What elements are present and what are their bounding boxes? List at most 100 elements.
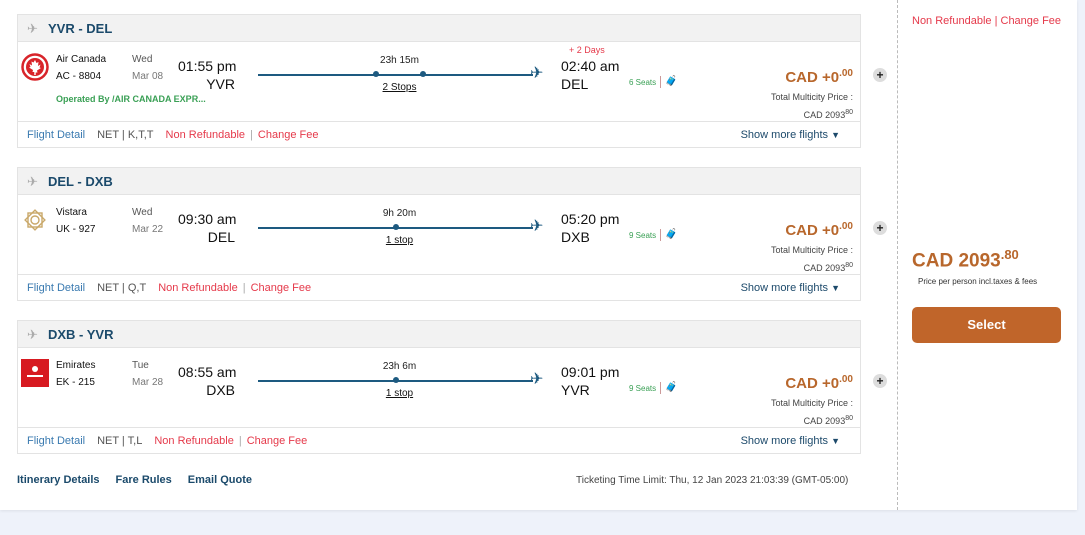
- departure-airport: DXB: [206, 382, 235, 398]
- flight-number: EK - 215: [56, 377, 95, 388]
- divider: [897, 0, 898, 510]
- flight-number: UK - 927: [56, 224, 96, 235]
- departure-time: 01:55 pm: [178, 58, 237, 74]
- airline-name: Emirates: [56, 360, 96, 371]
- total-multicity-label: Total Multicity Price :: [770, 398, 853, 408]
- fare-rules-link[interactable]: Fare Rules: [115, 474, 172, 486]
- expand-plus-button[interactable]: +: [873, 221, 887, 235]
- departure-date: Mar 28: [132, 377, 164, 388]
- show-more-label: Show more flights: [740, 282, 829, 294]
- separator: |: [242, 282, 246, 294]
- stop-dot: [392, 377, 399, 383]
- flight-detail-link[interactable]: Flight Detail: [27, 435, 86, 447]
- price-decimal: .00: [839, 68, 853, 79]
- stops-link[interactable]: 1 stop: [385, 388, 414, 399]
- route-line: [258, 74, 533, 76]
- seats-available: 9 Seats: [629, 384, 657, 393]
- itinerary-card: ✈ YVR - DEL Air Canada AC - 8804 Operated…: [0, 0, 1077, 510]
- flight-segment: ✈ YVR - DEL Air Canada AC - 8804 Operated…: [17, 14, 861, 148]
- total-multicity-label: Total Multicity Price :: [770, 245, 853, 255]
- seats-available: 6 Seats: [629, 78, 657, 87]
- arrival-time: 02:40 am: [561, 58, 620, 74]
- departure-day: Wed: [132, 54, 153, 65]
- segment-price: CAD +0.00: [785, 218, 853, 240]
- price-main: CAD +0: [785, 222, 840, 239]
- separator: |: [250, 129, 253, 141]
- arrival-time: 05:20 pm: [561, 211, 620, 227]
- plane-icon: ✈: [530, 371, 544, 388]
- segment-route: DXB - YVR: [48, 327, 114, 342]
- stops-link[interactable]: 2 Stops: [382, 82, 417, 93]
- itinerary-details-link[interactable]: Itinerary Details: [17, 474, 100, 486]
- caret-down-icon: ▼: [831, 283, 840, 293]
- separator: [660, 382, 661, 394]
- segment-price: CAD +0.00: [785, 65, 853, 87]
- email-quote-link[interactable]: Email Quote: [187, 474, 252, 486]
- change-fee-link[interactable]: Change Fee: [257, 129, 319, 141]
- vistara-logo: [21, 206, 49, 234]
- separator: [660, 229, 661, 241]
- price-decimal: .00: [839, 374, 853, 385]
- select-button[interactable]: Select: [912, 307, 1061, 343]
- emirates-logo: [21, 359, 49, 387]
- day-offset: + 2 Days: [569, 45, 605, 55]
- departure-day: Wed: [132, 207, 153, 218]
- stop-dot: [392, 224, 399, 230]
- flight-detail-link[interactable]: Flight Detail: [27, 129, 86, 141]
- arrival-airport: DEL: [561, 76, 589, 92]
- plane-icon: ✈: [530, 218, 544, 235]
- total-multicity-price: CAD 209380: [804, 413, 853, 427]
- total-multicity-price: CAD 209380: [804, 107, 853, 121]
- show-more-flights[interactable]: Show more flights ▼: [741, 428, 840, 454]
- plane-departure-icon: ✈: [27, 327, 38, 342]
- departure-date: Mar 08: [132, 71, 164, 82]
- separator: |: [238, 435, 242, 447]
- operated-by: Operated By /AIR CANADA EXPR...: [56, 94, 206, 104]
- non-refundable-label: Non Refundable: [154, 435, 234, 447]
- segment-route: DEL - DXB: [48, 174, 113, 189]
- stops-link[interactable]: 1 stop: [385, 235, 414, 246]
- baggage-icon: 🧳: [665, 229, 678, 240]
- price-main: CAD +0: [785, 375, 840, 392]
- total-main: CAD 2093: [803, 263, 846, 273]
- total-decimal: 80: [845, 109, 853, 116]
- arrival-airport: YVR: [561, 382, 590, 398]
- expand-plus-button[interactable]: +: [873, 68, 887, 82]
- plane-departure-icon: ✈: [27, 174, 38, 189]
- total-multicity-label: Total Multicity Price :: [770, 92, 853, 102]
- fare-basis: NET | K,T,T: [97, 129, 154, 141]
- flight-duration: 23h 6m: [382, 361, 417, 372]
- stop-dot: [373, 71, 380, 77]
- caret-down-icon: ▼: [831, 130, 840, 140]
- arrival-airport: DXB: [561, 229, 590, 245]
- segment-header: ✈ DXB - YVR: [18, 321, 860, 348]
- non-refundable-label: Non Refundable: [158, 282, 238, 294]
- change-fee-link[interactable]: Change Fee: [250, 282, 312, 294]
- change-fee-link[interactable]: Change Fee: [1000, 15, 1062, 27]
- show-more-label: Show more flights: [740, 435, 829, 447]
- airline-name: Vistara: [56, 207, 87, 218]
- stop-dot: [420, 71, 426, 77]
- segment-route: YVR - DEL: [48, 21, 113, 36]
- departure-date: Mar 22: [132, 224, 164, 235]
- departure-time: 09:30 am: [178, 211, 237, 227]
- air-canada-logo: [21, 53, 49, 81]
- flight-number: AC - 8804: [56, 71, 102, 82]
- flight-detail-link[interactable]: Flight Detail: [27, 282, 86, 294]
- total-price: CAD 2093.80: [912, 244, 1019, 272]
- fare-conditions: Non Refundable | Change Fee: [912, 15, 1062, 27]
- itinerary-links: Itinerary Details Fare Rules Email Quote: [17, 474, 252, 487]
- show-more-flights[interactable]: Show more flights ▼: [741, 122, 840, 148]
- expand-plus-button[interactable]: +: [873, 374, 887, 388]
- baggage-icon: 🧳: [665, 382, 678, 393]
- fare-basis: NET | Q,T: [97, 282, 147, 294]
- departure-day: Tue: [132, 360, 149, 371]
- change-fee-link[interactable]: Change Fee: [246, 435, 308, 447]
- non-refundable-label: Non Refundable: [165, 129, 246, 141]
- show-more-flights[interactable]: Show more flights ▼: [741, 275, 840, 301]
- baggage-icon: 🧳: [665, 76, 678, 87]
- fare-basis: NET | T,L: [97, 435, 143, 447]
- airline-name: Air Canada: [56, 54, 107, 65]
- flight-duration: 23h 15m: [380, 55, 419, 66]
- segment-footer: Flight Detail NET | T,L Non Refundable |…: [18, 427, 860, 454]
